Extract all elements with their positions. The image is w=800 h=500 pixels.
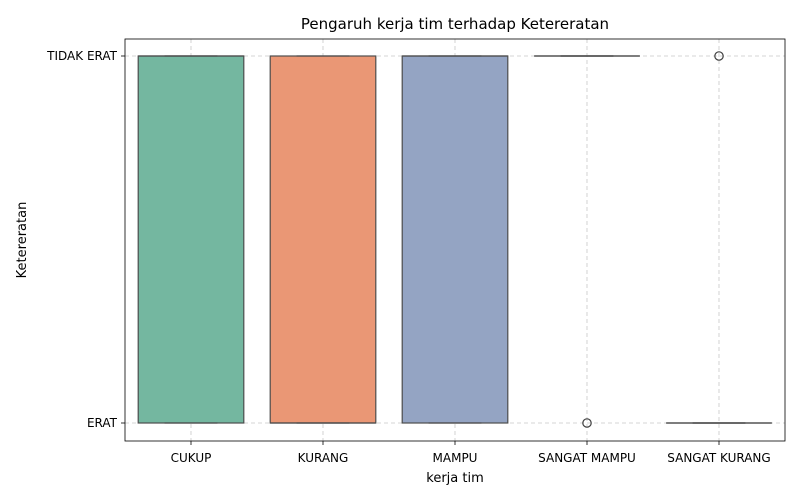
x-tick-label: CUKUP bbox=[171, 451, 212, 465]
y-tick-label: ERAT bbox=[87, 416, 118, 430]
x-tick-label: MAMPU bbox=[433, 451, 478, 465]
y-tick-label: TIDAK ERAT bbox=[46, 49, 118, 63]
x-tick-label: SANGAT KURANG bbox=[667, 451, 770, 465]
box-group bbox=[269, 55, 377, 424]
x-tick-label: KURANG bbox=[298, 451, 349, 465]
box-body bbox=[401, 55, 509, 424]
outlier-point bbox=[582, 418, 592, 428]
box-group bbox=[401, 55, 509, 424]
box-body bbox=[269, 55, 377, 424]
boxes bbox=[137, 51, 772, 428]
box-group bbox=[666, 51, 772, 424]
box-body bbox=[137, 55, 245, 424]
box-group bbox=[534, 55, 640, 428]
chart-title: Pengaruh kerja tim terhadap Ketereratan bbox=[301, 15, 609, 33]
x-axis-label: kerja tim bbox=[426, 471, 484, 486]
y-axis-label: Ketereratan bbox=[15, 202, 30, 279]
outlier-point bbox=[714, 51, 724, 61]
box-group bbox=[137, 55, 245, 424]
tick-labels: CUKUP KURANG MAMPU SANGAT MAMPU SANGAT KURAN… bbox=[46, 49, 771, 465]
x-tick-label: SANGAT MAMPU bbox=[538, 451, 636, 465]
